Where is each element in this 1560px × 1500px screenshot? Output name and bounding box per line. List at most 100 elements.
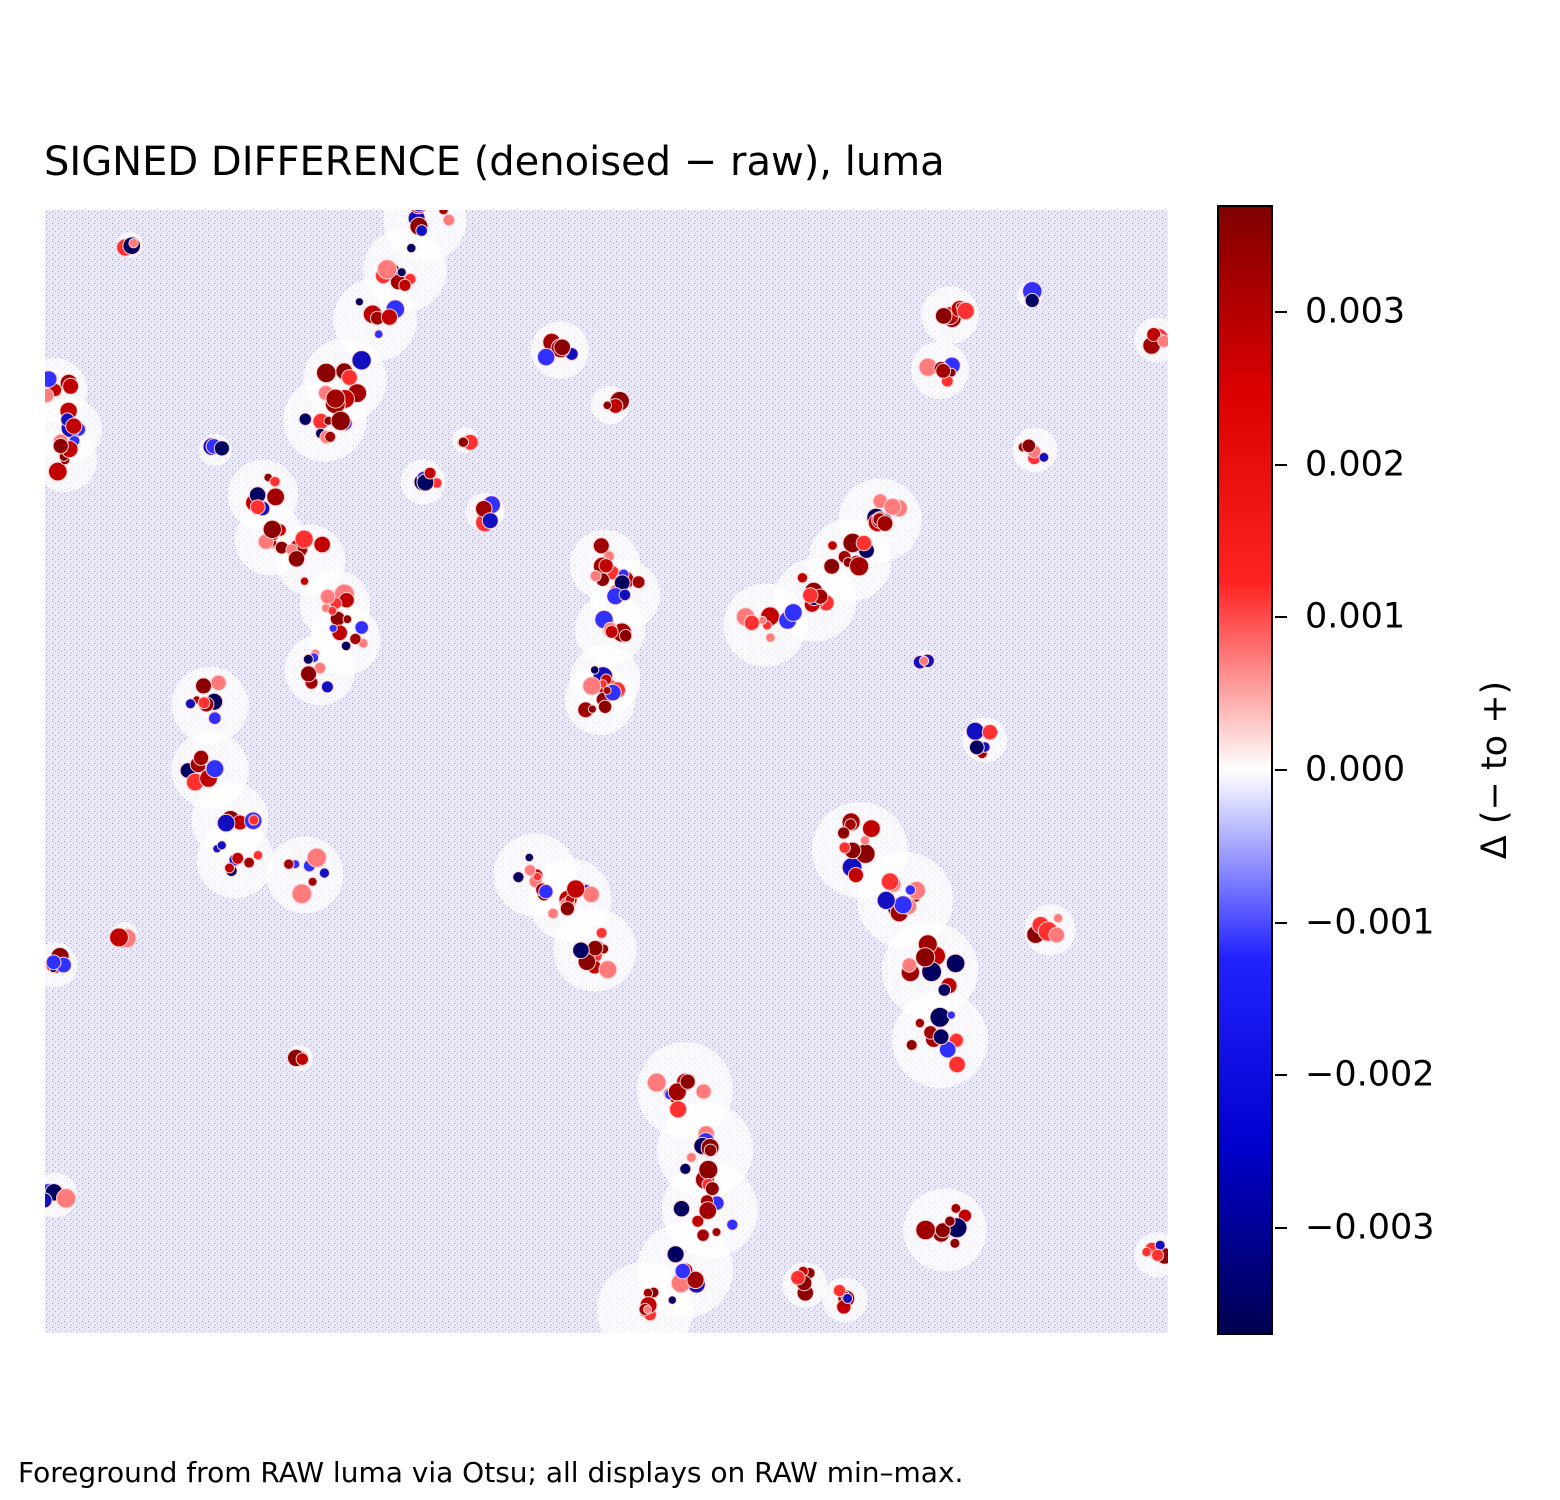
cell-mark <box>932 1028 950 1046</box>
cell-mark <box>589 570 602 582</box>
heatmap-image <box>45 210 1168 1333</box>
cell-mark <box>457 436 469 448</box>
cell-mark <box>295 1052 309 1066</box>
footer-note: Foreground from RAW luma via Otsu; all d… <box>18 1456 964 1489</box>
cell-mark <box>45 388 55 403</box>
heatmap-svg <box>45 210 1168 1333</box>
cell-mark <box>216 813 236 833</box>
colorbar-tick <box>1275 921 1287 924</box>
cell-mark <box>860 835 870 846</box>
cell-mark <box>667 1295 677 1305</box>
cell-mark <box>796 572 809 584</box>
cell-mark <box>915 947 936 968</box>
cell-mark <box>1141 1246 1152 1258</box>
cell-mark <box>679 1162 692 1176</box>
cell-mark <box>965 721 985 741</box>
cell-mark <box>672 1200 691 1218</box>
cell-mark <box>184 698 197 710</box>
cell-mark <box>915 1219 936 1241</box>
colorbar-tick <box>1275 1227 1287 1230</box>
cell-mark <box>536 347 556 367</box>
cell-mark <box>341 369 358 386</box>
colorbar-tick-label: 0.002 <box>1305 444 1406 485</box>
cell-mark <box>377 259 398 280</box>
cell-mark <box>934 1222 951 1239</box>
cell-mark <box>56 1188 77 1209</box>
cell-mark <box>587 704 598 714</box>
cell-mark <box>324 430 337 443</box>
cell-mark <box>862 819 881 838</box>
colorbar <box>1217 205 1273 1335</box>
cell-mark <box>205 759 225 779</box>
cell-mark <box>674 1262 691 1280</box>
cell-mark <box>602 686 612 695</box>
cell-mark <box>52 437 69 455</box>
cell-mark <box>48 461 68 482</box>
colorbar-tick-label: 0.001 <box>1305 596 1406 637</box>
cell-mark <box>354 297 364 307</box>
colorbar-tick-label: −0.002 <box>1305 1054 1435 1095</box>
cell-mark <box>532 872 543 882</box>
cell-mark <box>328 623 338 633</box>
cell-mark <box>686 1152 697 1163</box>
cell-mark <box>313 535 332 554</box>
cell-mark <box>302 653 314 665</box>
cell-mark <box>373 329 384 339</box>
cell-mark <box>224 862 235 874</box>
cell-mark <box>340 640 352 652</box>
cell-mark <box>249 499 266 516</box>
cell-mark <box>128 238 139 249</box>
colorbar-tick-label: −0.001 <box>1305 902 1435 943</box>
colorbar-tick-label: −0.003 <box>1305 1207 1435 1248</box>
cell-mark <box>269 475 281 488</box>
cell-mark <box>946 1010 956 1020</box>
cell-mark <box>832 1284 847 1298</box>
cell-mark <box>109 927 129 948</box>
cell-mark <box>669 1100 688 1119</box>
cell-mark <box>950 1203 962 1214</box>
cell-mark <box>566 879 586 899</box>
cell-mark <box>703 1143 718 1157</box>
cell-mark <box>1048 926 1066 944</box>
cell-mark <box>1151 1248 1165 1262</box>
colorbar-tick <box>1275 310 1287 313</box>
cell-mark <box>252 850 264 861</box>
cell-mark <box>758 615 768 625</box>
cell-mark <box>883 497 902 516</box>
cell-mark <box>935 363 952 379</box>
cell-mark <box>598 558 614 574</box>
colorbar-label: Δ (− to +) <box>1475 680 1515 860</box>
cell-mark <box>847 867 865 884</box>
cell-mark <box>1021 438 1037 454</box>
cell-mark <box>618 629 633 643</box>
cell-mark <box>354 620 370 635</box>
cell-mark <box>802 587 819 604</box>
colorbar-tick <box>1275 463 1287 466</box>
cell-mark <box>231 851 245 865</box>
cell-mark <box>604 625 619 639</box>
cell-mark <box>538 883 554 900</box>
cell-mark <box>696 1228 710 1242</box>
cell-mark <box>844 818 857 831</box>
cell-mark <box>351 350 372 371</box>
cell-mark <box>711 1227 722 1238</box>
cell-mark <box>398 278 412 292</box>
cell-mark <box>695 1083 712 1100</box>
cell-mark <box>291 883 312 904</box>
cell-mark <box>783 603 803 622</box>
cell-mark <box>698 1201 718 1220</box>
cell-mark <box>837 826 851 840</box>
cell-mark <box>330 410 351 432</box>
cell-mark <box>582 885 600 904</box>
cell-mark <box>686 1270 705 1290</box>
cell-mark <box>602 400 613 411</box>
cell-mark <box>743 614 760 631</box>
cell-mark <box>294 529 314 549</box>
cell-mark <box>598 960 618 979</box>
cell-mark <box>726 1218 739 1231</box>
cell-mark <box>442 213 456 227</box>
cell-mark <box>213 440 230 457</box>
cell-mark <box>438 210 449 216</box>
cell-mark <box>307 876 318 887</box>
cell-mark <box>945 953 966 974</box>
